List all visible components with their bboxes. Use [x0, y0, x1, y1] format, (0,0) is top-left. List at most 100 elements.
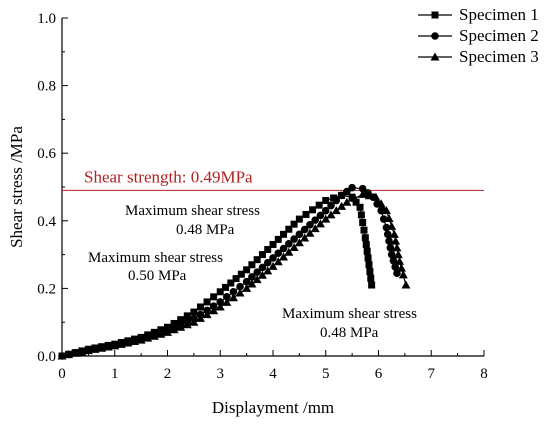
data-point-2 — [332, 196, 341, 205]
data-point-3 — [130, 337, 140, 346]
data-point-3 — [116, 339, 126, 348]
data-point-2 — [269, 254, 277, 262]
data-point-3 — [381, 206, 391, 215]
legend-marker-2 — [431, 32, 439, 40]
data-point-3 — [342, 197, 352, 206]
data-point-2 — [285, 239, 293, 248]
y-tick-label: 0.8 — [37, 79, 56, 95]
annotation-specimen-2-line2: 0.50 MPa — [128, 268, 187, 284]
data-point-3 — [315, 219, 325, 228]
data-point-2 — [236, 282, 244, 291]
legend-label-specimen-2: Specimen 2 — [459, 26, 539, 45]
data-point-1 — [253, 256, 261, 264]
data-point-2 — [229, 287, 238, 296]
data-point-3 — [222, 297, 232, 306]
data-point-3 — [77, 347, 87, 356]
y-tick-label: 0.6 — [37, 146, 56, 162]
data-point-3 — [331, 206, 341, 215]
data-point-1 — [322, 197, 330, 205]
data-point-1 — [210, 293, 218, 301]
data-point-3 — [300, 233, 310, 242]
data-point-3 — [337, 201, 347, 210]
data-point-3 — [103, 342, 113, 351]
data-point-3 — [202, 310, 212, 319]
legend-marker-3 — [430, 52, 440, 61]
data-point-3 — [242, 283, 252, 292]
data-point-3 — [387, 221, 397, 230]
data-point-3 — [209, 306, 219, 315]
data-point-2 — [385, 237, 393, 245]
data-point-2 — [321, 206, 330, 215]
axis-ticks: 0 1 2 3 4 5 6 7 8 0.0 0.2 0.4 0.6 0.8 1.0 — [37, 11, 488, 382]
data-point-3 — [163, 327, 172, 336]
data-point-2 — [248, 273, 256, 281]
x-tick-label: 5 — [322, 366, 330, 382]
data-point-2 — [391, 263, 400, 271]
data-point-1 — [356, 203, 364, 211]
data-point-1 — [363, 247, 371, 255]
x-tick-label: 8 — [480, 366, 488, 382]
data-point-3 — [268, 261, 278, 270]
data-point-3 — [195, 313, 205, 322]
data-point-2 — [383, 230, 392, 239]
data-point-2 — [274, 249, 283, 258]
annotation-specimen-3-line1: Maximum shear stress — [282, 306, 417, 322]
data-point-1 — [359, 218, 367, 226]
legend-marker-1 — [431, 11, 439, 19]
data-point-3 — [389, 229, 399, 238]
data-point-3 — [393, 250, 403, 259]
data-point-1 — [177, 316, 185, 324]
data-point-1 — [352, 198, 360, 206]
data-point-1 — [309, 206, 317, 214]
data-point-3 — [252, 275, 262, 284]
data-point-2 — [316, 211, 325, 220]
data-point-3 — [321, 214, 331, 223]
data-point-3 — [326, 210, 336, 219]
data-point-3 — [284, 247, 294, 256]
data-point-3 — [110, 341, 120, 350]
data-point-3 — [263, 266, 273, 275]
data-point-3 — [395, 256, 405, 265]
data-point-1 — [232, 275, 240, 283]
data-point-3 — [391, 236, 401, 245]
data-point-1 — [269, 240, 277, 248]
x-tick-label: 7 — [428, 366, 436, 382]
data-point-1 — [264, 246, 272, 254]
data-point-3 — [215, 302, 225, 311]
data-point-3 — [176, 322, 186, 331]
data-point-2 — [386, 244, 395, 252]
data-point-1 — [366, 268, 374, 275]
data-point-1 — [295, 215, 303, 223]
data-point-3 — [257, 270, 267, 279]
data-point-3 — [70, 348, 80, 357]
annotation-specimen-1-line2: 0.48 MPa — [176, 222, 235, 238]
y-tick-label: 0.4 — [37, 214, 56, 230]
data-point-1 — [274, 235, 282, 243]
x-tick-label: 2 — [164, 366, 172, 382]
y-axis-label: Shear stress /MPa — [7, 126, 26, 248]
data-point-3 — [273, 257, 283, 266]
data-point-2 — [387, 250, 396, 259]
data-point-3 — [358, 189, 368, 198]
data-point-2 — [348, 183, 356, 192]
data-point-3 — [279, 252, 289, 261]
data-point-3 — [310, 224, 320, 233]
data-point-1 — [216, 288, 224, 296]
data-point-1 — [183, 312, 191, 320]
series-3 — [57, 189, 411, 360]
data-point-3 — [83, 346, 93, 355]
data-point-2 — [258, 263, 267, 272]
legend-label-specimen-1: Specimen 1 — [459, 5, 539, 24]
data-point-2 — [279, 244, 288, 253]
data-point-3 — [371, 192, 381, 201]
data-point-2 — [263, 258, 272, 267]
data-point-3 — [123, 338, 133, 347]
data-point-1 — [248, 261, 256, 269]
data-point-2 — [209, 302, 218, 310]
data-point-1 — [361, 234, 369, 242]
x-tick-label: 3 — [217, 366, 225, 382]
data-point-1 — [227, 279, 235, 287]
data-point-3 — [376, 199, 386, 208]
data-point-1 — [368, 281, 376, 289]
